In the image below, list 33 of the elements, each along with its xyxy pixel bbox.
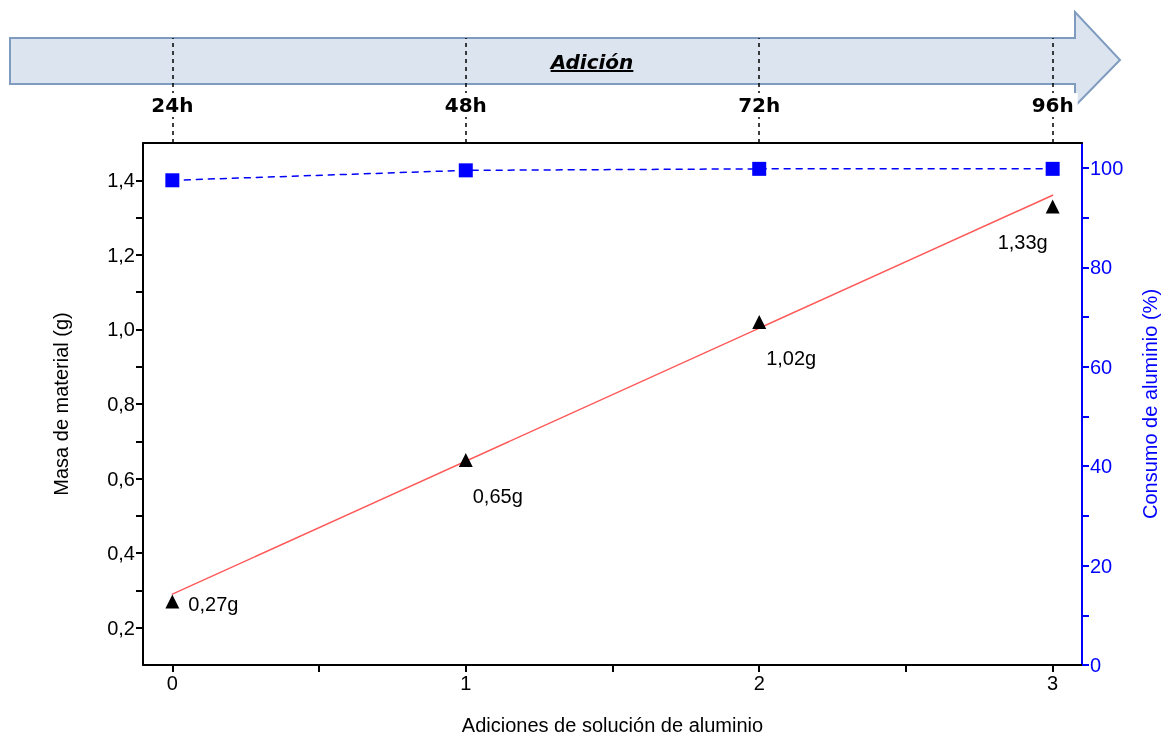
- point: [458, 452, 473, 467]
- point: [1045, 199, 1060, 214]
- x-tick-label: 3: [1047, 672, 1059, 694]
- x2-tick-label: 24h: [151, 93, 194, 117]
- y-tick-label: 0,4: [107, 542, 135, 565]
- y2-tick-label: 100: [1090, 156, 1124, 179]
- y2-tick-label: 60: [1090, 355, 1113, 378]
- y-tick-label: 1,4: [107, 169, 135, 192]
- y2-tick-label: 20: [1090, 554, 1113, 577]
- x-tick-label: 1: [460, 672, 472, 694]
- point: [165, 594, 180, 609]
- data-label: 0,27g: [188, 592, 239, 615]
- y-tick-label: 1,2: [107, 243, 135, 266]
- y-axis-title: Masa de material (g): [50, 312, 72, 496]
- y2-axis-title: Consumo de aluminio (%): [1139, 288, 1161, 520]
- point: [752, 314, 767, 329]
- y2-tick-label: 40: [1090, 455, 1113, 478]
- data-label: 1,33g: [997, 231, 1048, 254]
- data-label: 1,02g: [766, 346, 817, 369]
- y-tick-label: 0,8: [107, 393, 135, 415]
- y-tick-label: 0,6: [107, 467, 135, 490]
- x-tick-label: 2: [753, 672, 765, 694]
- x2-tick-label: 48h: [444, 93, 487, 117]
- x2-tick-label: 96h: [1031, 93, 1074, 117]
- x-axis-title: Adiciones de solución de aluminio: [461, 714, 764, 736]
- x2-tick-label: 72h: [738, 93, 781, 117]
- y2-tick-label: 0: [1090, 654, 1102, 676]
- y-tick-label: 1,0: [107, 318, 135, 341]
- y2-tick-label: 80: [1090, 256, 1113, 279]
- data-label: 0,65g: [472, 484, 523, 507]
- y-tick-label: 0,2: [107, 616, 135, 639]
- x-tick-label: 0: [166, 672, 178, 694]
- text: Adición: [548, 50, 635, 74]
